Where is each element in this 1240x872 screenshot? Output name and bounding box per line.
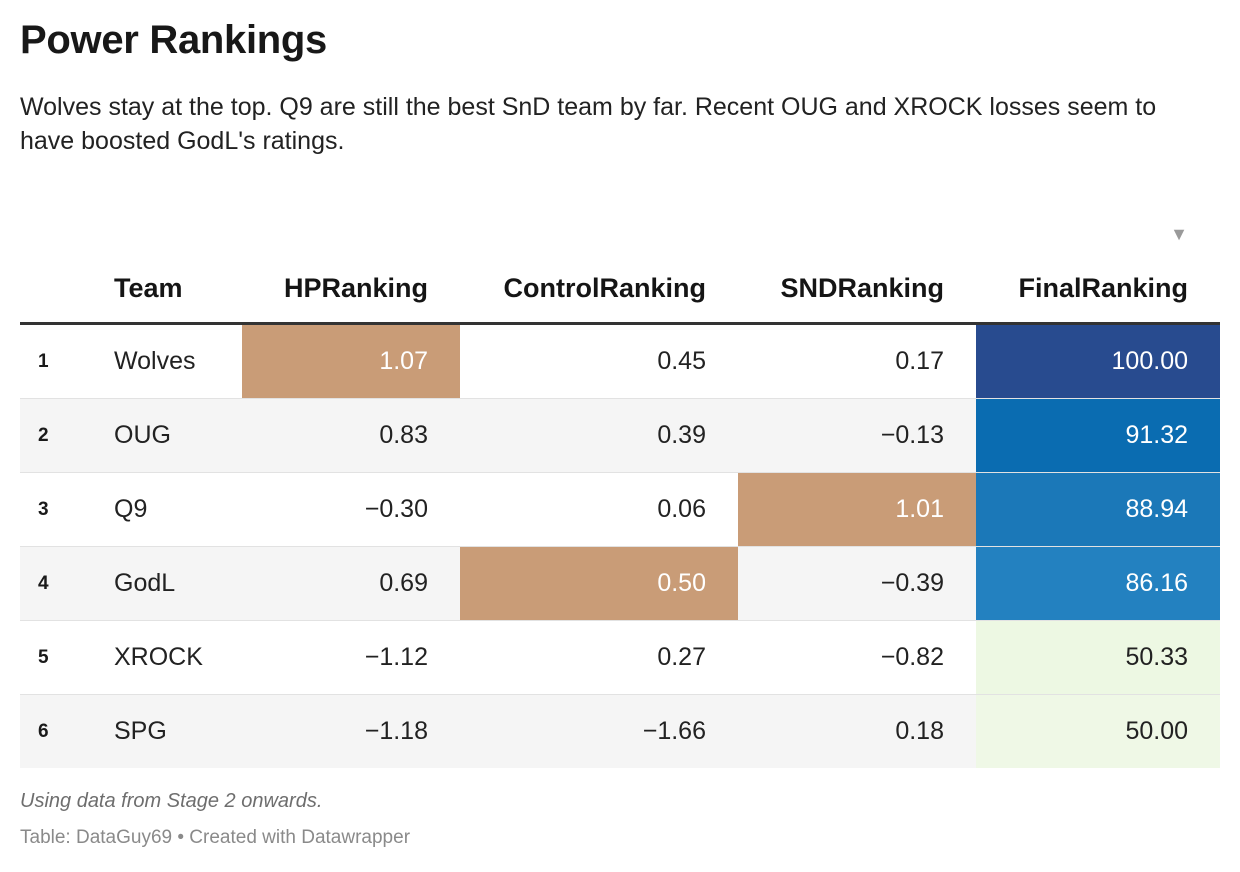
finalranking-cell: 88.94 [976, 472, 1220, 547]
sndranking-cell: −0.13 [738, 398, 976, 473]
sndranking-cell: −0.39 [738, 546, 976, 621]
hpranking-cell: 0.83 [242, 398, 460, 473]
hpranking-cell: −1.12 [242, 620, 460, 695]
table-row: 4 GodL 0.69 0.50 −0.39 86.16 [20, 546, 1220, 621]
table-row: 1 Wolves 1.07 0.45 0.17 100.00 [20, 323, 1220, 399]
header-row: Team HPRanking ControlRanking SNDRanking… [20, 222, 1220, 325]
column-header-team[interactable]: Team [92, 222, 242, 325]
rank-cell: 5 [20, 620, 92, 695]
hpranking-cell: −1.18 [242, 694, 460, 768]
rank-cell: 2 [20, 398, 92, 473]
sndranking-cell: 1.01 [738, 472, 976, 547]
team-cell: GodL [92, 546, 242, 621]
finalranking-cell: 86.16 [976, 546, 1220, 621]
table-row: 5 XROCK −1.12 0.27 −0.82 50.33 [20, 620, 1220, 695]
finalranking-cell: 50.00 [976, 694, 1220, 768]
column-header-sndranking[interactable]: SNDRanking [738, 222, 976, 325]
hpranking-cell: −0.30 [242, 472, 460, 547]
controlranking-cell: 0.06 [460, 472, 738, 547]
chart-credit: Table: DataGuy69 • Created with Datawrap… [20, 827, 411, 848]
chart-subtitle: Wolves stay at the top. Q9 are still the… [20, 93, 1157, 155]
sndranking-cell: 0.17 [738, 323, 976, 399]
rank-cell: 4 [20, 546, 92, 621]
rankings-table: Team HPRanking ControlRanking SNDRanking… [20, 222, 1220, 768]
hpranking-cell: 1.07 [242, 323, 460, 399]
column-header-controlranking[interactable]: ControlRanking [460, 222, 738, 325]
rank-cell: 6 [20, 694, 92, 768]
chart-title: Power Rankings [20, 18, 327, 62]
table-header: Team HPRanking ControlRanking SNDRanking… [20, 222, 1220, 325]
team-cell: XROCK [92, 620, 242, 695]
controlranking-cell: 0.50 [460, 546, 738, 621]
team-cell: Wolves [92, 323, 242, 399]
finalranking-cell: 100.00 [976, 323, 1220, 399]
finalranking-cell: 50.33 [976, 620, 1220, 695]
hpranking-cell: 0.69 [242, 546, 460, 621]
team-cell: OUG [92, 398, 242, 473]
controlranking-cell: −1.66 [460, 694, 738, 768]
rank-cell: 3 [20, 472, 92, 547]
table-body: 1 Wolves 1.07 0.45 0.17 100.00 2 OUG 0.83 0.39 −0.… [20, 323, 1220, 768]
table-row: 2 OUG 0.83 0.39 −0.13 91.32 [20, 398, 1220, 473]
controlranking-cell: 0.27 [460, 620, 738, 695]
sndranking-cell: −0.82 [738, 620, 976, 695]
column-header-hpranking[interactable]: HPRanking [242, 222, 460, 325]
column-header-finalranking[interactable]: ▼ FinalRanking [976, 222, 1220, 325]
team-cell: SPG [92, 694, 242, 768]
controlranking-cell: 0.39 [460, 398, 738, 473]
sndranking-cell: 0.18 [738, 694, 976, 768]
controlranking-cell: 0.45 [460, 323, 738, 399]
column-header-rank [20, 222, 92, 325]
table-row: 6 SPG −1.18 −1.66 0.18 50.00 [20, 694, 1220, 768]
sort-descending-icon: ▼ [1170, 224, 1188, 244]
rank-cell: 1 [20, 323, 92, 399]
chart-caption: Using data from Stage 2 onwards. [20, 790, 323, 812]
column-header-finalranking-label: FinalRanking [1018, 273, 1188, 303]
table-row: 3 Q9 −0.30 0.06 1.01 88.94 [20, 472, 1220, 547]
finalranking-cell: 91.32 [976, 398, 1220, 473]
team-cell: Q9 [92, 472, 242, 547]
